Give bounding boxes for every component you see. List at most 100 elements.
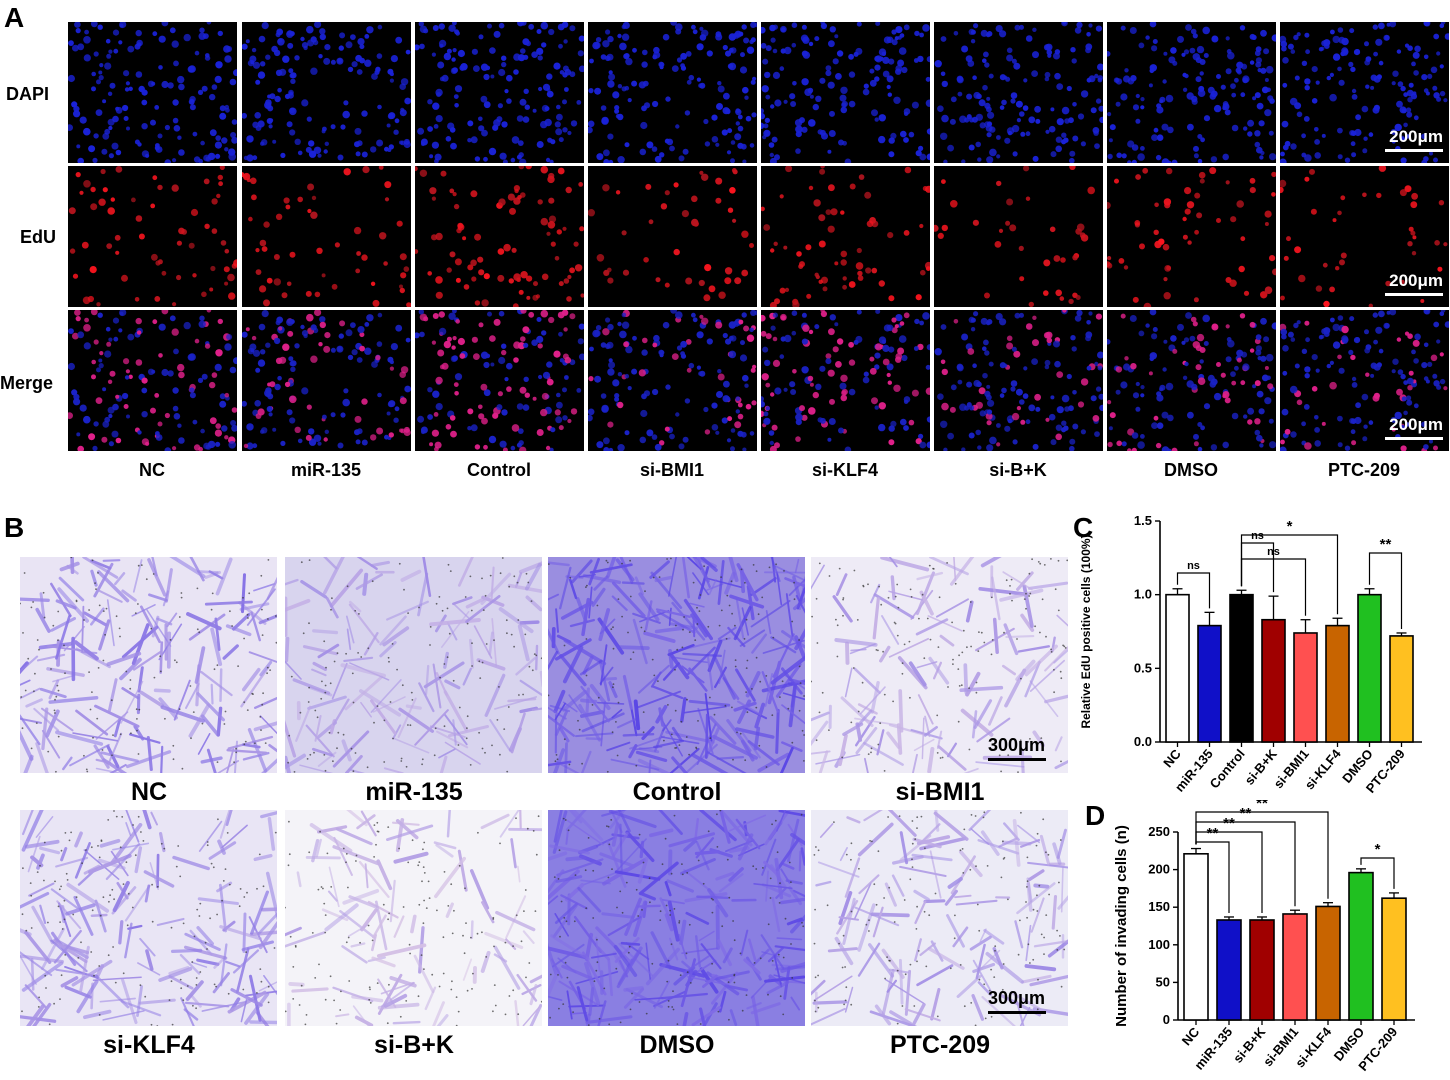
significance-label: ns [1251, 530, 1264, 542]
row-label-edu: EdU [20, 227, 56, 247]
scale-bar [1385, 149, 1443, 152]
micrograph-merge-si-klf4 [761, 310, 930, 451]
significance-label: * [1375, 841, 1381, 858]
bar-nc [1183, 853, 1209, 1021]
row-label-dapi: DAPI [6, 84, 50, 104]
bar-si-klf4 [1315, 905, 1341, 1021]
micrograph-edu-si-bmi1 [588, 166, 757, 307]
column-label-mir-135: miR-135 [290, 460, 362, 480]
micrograph-edu-nc [68, 166, 237, 307]
micrograph-edu-si-b-k [934, 166, 1103, 307]
significance-bracket [1368, 552, 1403, 629]
micrograph-merge-nc [68, 310, 237, 451]
transwell-label-dmso: DMSO [639, 1031, 715, 1059]
invasion-bar-chart: 0 50 100 150 200 250 Number of invading cells … [1113, 800, 1415, 1074]
micrograph-merge-control [415, 310, 584, 451]
micrograph-merge-dmso [1107, 310, 1276, 451]
y-tick-label: 1.5 [1134, 513, 1152, 528]
transwell-image-nc [20, 557, 277, 773]
y-axis-label: Relative EdU positive cells (100%) [1080, 534, 1093, 728]
significance-bracket [1195, 811, 1329, 899]
column-label-ptc-209: PTC-209 [1327, 460, 1401, 480]
significance-label: * [1287, 518, 1293, 535]
bar-si-bmi1 [1282, 913, 1308, 1021]
transwell-image-mir-135 [285, 557, 542, 773]
bar-control [1229, 593, 1254, 743]
column-label-si-bmi1: si-BMI1 [639, 460, 704, 480]
y-tick-label: 0.5 [1134, 660, 1152, 675]
micrograph-dapi-mir-135 [242, 22, 411, 163]
micrograph-dapi-si-bmi1 [588, 22, 757, 163]
edu-bar-chart: 0.0 0.5 1.0 1.5 Relative EdU positive cells … [1080, 513, 1422, 795]
bar-nc [1165, 593, 1190, 743]
transwell-label-ptc-209: PTC-209 [889, 1031, 991, 1059]
micrograph-edu-si-klf4 [761, 166, 930, 307]
x-tick-label: si-KLF4 [1302, 746, 1345, 793]
transwell-label-si-bmi1: si-BMI1 [895, 778, 985, 806]
micrograph-edu-control [415, 166, 584, 307]
micrograph-dapi-control [415, 22, 584, 163]
transwell-image-si-klf4 [20, 810, 277, 1026]
significance-label: ** [1256, 800, 1268, 812]
y-tick-label: 0.0 [1134, 734, 1152, 749]
significance-label: ns [1267, 546, 1280, 558]
micrograph-edu-mir-135 [242, 166, 411, 307]
transwell-image-si-bmi1 [811, 557, 1068, 773]
y-tick-label: 100 [1148, 937, 1170, 952]
bar-ptc-209 [1389, 635, 1414, 743]
scale-bar-label: 200μm [1389, 271, 1443, 290]
micrograph-merge-si-b-k [934, 310, 1103, 451]
panel-b-letter: B [4, 512, 25, 543]
x-tick-label: si-KLF4 [1292, 1024, 1335, 1071]
scale-bar-label: 300μm [988, 735, 1046, 755]
column-label-si-b-k: si-B+K [989, 460, 1047, 480]
micrograph-dapi-nc [68, 22, 237, 163]
transwell-image-dmso [548, 810, 805, 1026]
y-tick-label: 1.0 [1134, 587, 1152, 602]
y-tick-label: 150 [1148, 899, 1170, 914]
micrograph-merge-mir-135 [242, 310, 411, 451]
bar-dmso [1348, 871, 1374, 1021]
transwell-label-nc: NC [130, 778, 168, 806]
bar-si-bmi1 [1293, 632, 1318, 743]
micrograph-edu-dmso [1107, 166, 1276, 307]
y-tick-label: 200 [1148, 862, 1170, 877]
scale-bar-label: 200μm [1389, 415, 1443, 434]
row-label-merge: Merge [0, 373, 54, 393]
column-label-nc: NC [139, 460, 165, 480]
column-label-si-klf4: si-KLF4 [811, 460, 878, 480]
scale-bar [1385, 293, 1443, 296]
transwell-label-mir-135: miR-135 [365, 778, 463, 806]
transwell-image-ptc-209 [811, 810, 1068, 1026]
micrograph-dapi-si-b-k [934, 22, 1103, 163]
micrograph-dapi-si-klf4 [761, 22, 930, 163]
scale-bar [1385, 437, 1443, 440]
y-tick-label: 50 [1156, 974, 1170, 989]
bar-dmso [1357, 593, 1382, 743]
scale-bar [988, 758, 1046, 761]
significance-bracket [1240, 534, 1339, 615]
transwell-image-si-b-k [285, 810, 542, 1026]
bar-ptc-209 [1381, 897, 1407, 1021]
bar-si-b-k [1249, 919, 1275, 1021]
significance-label: ** [1223, 815, 1235, 832]
micrograph-dapi-dmso [1107, 22, 1276, 163]
x-tick-label: NC [1179, 1024, 1203, 1048]
column-label-control: Control [467, 460, 531, 480]
column-label-dmso: DMSO [1164, 460, 1218, 480]
transwell-label-control: Control [632, 778, 722, 806]
micrograph-merge-ptc-209: 200μm [1280, 310, 1449, 451]
scale-bar-label: 200μm [1389, 127, 1443, 146]
scale-bar [988, 1011, 1046, 1014]
micrograph-dapi-ptc-209: 200μm [1280, 22, 1449, 163]
bar-mir-135 [1197, 624, 1222, 743]
bar-si-klf4 [1325, 624, 1350, 743]
y-tick-label: 250 [1148, 824, 1170, 839]
significance-label: ** [1207, 825, 1219, 842]
significance-label: ** [1380, 536, 1392, 553]
panel-c-letter: C [1073, 512, 1094, 543]
significance-bracket [1176, 572, 1211, 609]
transwell-label-si-klf4: si-KLF4 [103, 1031, 195, 1059]
transwell-label-si-b-k: si-B+K [374, 1031, 454, 1059]
y-axis-label: Number of invading cells (n) [1113, 825, 1130, 1027]
